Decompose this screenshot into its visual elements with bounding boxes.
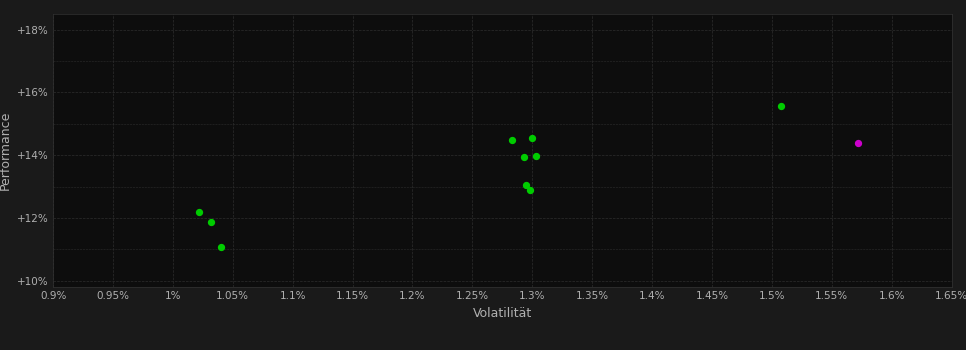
Point bbox=[204, 219, 219, 225]
Point bbox=[504, 138, 520, 143]
Point bbox=[525, 135, 540, 141]
Point bbox=[519, 182, 534, 188]
Point bbox=[213, 244, 229, 250]
Point bbox=[516, 155, 531, 160]
Y-axis label: Performance: Performance bbox=[0, 111, 12, 190]
X-axis label: Volatilität: Volatilität bbox=[472, 307, 532, 320]
Point bbox=[850, 140, 866, 146]
Point bbox=[191, 210, 207, 215]
Point bbox=[523, 188, 538, 193]
Point bbox=[528, 153, 544, 159]
Point bbox=[774, 103, 789, 108]
